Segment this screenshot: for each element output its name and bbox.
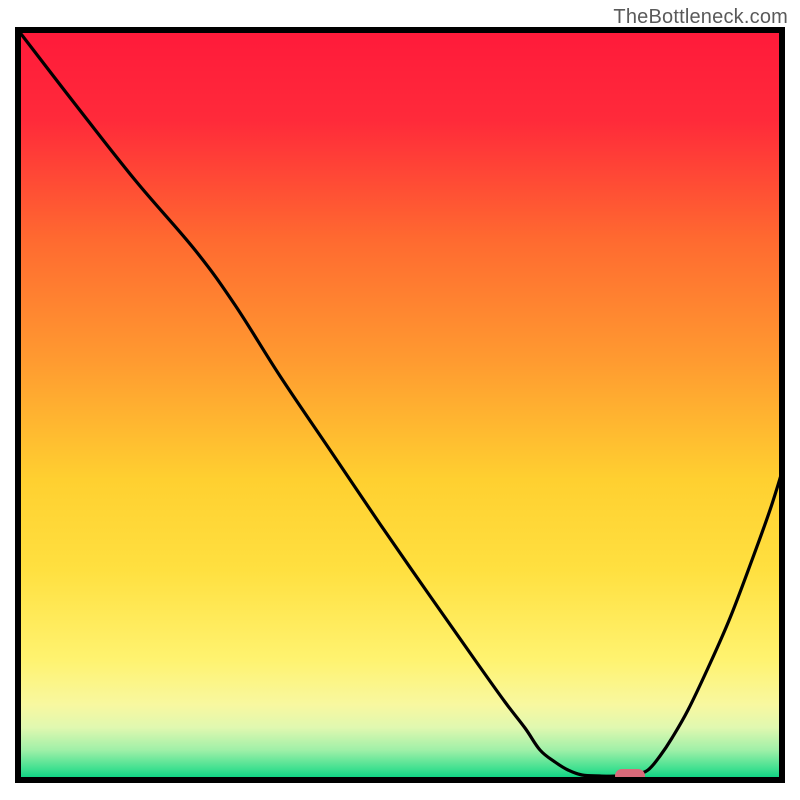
chart-container: TheBottleneck.com (0, 0, 800, 800)
watermark-text: TheBottleneck.com (613, 6, 788, 29)
bottleneck-line-chart (0, 0, 800, 800)
gradient-background (18, 30, 782, 780)
